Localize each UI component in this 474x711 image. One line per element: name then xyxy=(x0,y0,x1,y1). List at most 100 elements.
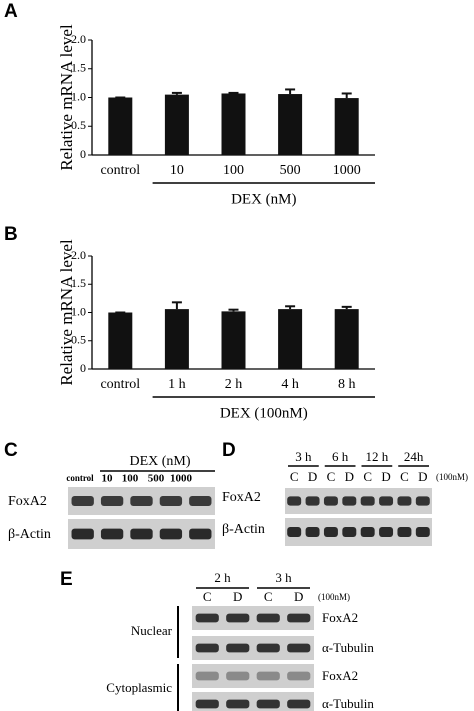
blot-band xyxy=(287,526,302,538)
bar xyxy=(334,98,359,155)
y-tick-label: 1.0 xyxy=(71,89,86,103)
time-label: 12 h xyxy=(366,449,389,464)
blot-band xyxy=(287,496,302,506)
x-group-label: DEX (nM) xyxy=(231,191,296,207)
blot-band xyxy=(71,528,94,540)
row-label: FoxA2 xyxy=(322,610,358,625)
blot-band xyxy=(397,496,412,506)
blot-band xyxy=(379,496,394,506)
bar xyxy=(278,309,303,369)
x-tick-label: 1 h xyxy=(168,377,186,392)
bar xyxy=(278,94,303,155)
y-tick-label: 1.0 xyxy=(71,304,86,318)
blot-band xyxy=(360,496,375,506)
x-tick-label: 100 xyxy=(223,163,244,178)
row-label: FoxA2 xyxy=(222,490,261,505)
blot-band xyxy=(130,528,153,540)
blot-band xyxy=(159,528,183,540)
bar xyxy=(108,97,133,155)
lane-label: C xyxy=(363,469,372,484)
blot-band xyxy=(305,526,320,538)
blot-band xyxy=(287,671,311,681)
blot-band xyxy=(287,613,311,623)
x-tick-label: control xyxy=(100,377,140,392)
bar xyxy=(108,312,133,369)
y-axis-label: Relative mRNA level xyxy=(57,239,76,386)
blot-band xyxy=(189,495,212,507)
bar xyxy=(221,93,246,155)
fraction-label: Cytoplasmic xyxy=(106,680,172,695)
blot-band xyxy=(256,699,280,709)
row-label: α-Tubulin xyxy=(322,696,374,711)
lane-label: C xyxy=(203,589,212,604)
y-tick-label: 0.5 xyxy=(71,333,86,347)
lane-label: D xyxy=(294,589,303,604)
panel-label: C xyxy=(4,440,18,461)
lane-label: 1000 xyxy=(170,473,193,485)
blot-band xyxy=(100,495,124,507)
fraction-label: Nuclear xyxy=(131,623,173,638)
blot-band xyxy=(159,495,183,507)
blot-band xyxy=(256,671,280,681)
blot-band xyxy=(415,526,430,538)
panel-label: E xyxy=(60,569,73,590)
panel-label: B xyxy=(4,224,18,245)
blot-band xyxy=(323,496,338,506)
row-label: β-Actin xyxy=(222,522,265,537)
bar xyxy=(334,309,359,369)
row-label: β-Actin xyxy=(8,527,51,542)
blot-band xyxy=(195,699,219,709)
y-tick-label: 1.5 xyxy=(71,61,86,75)
y-tick-label: 0.5 xyxy=(71,118,86,132)
blot-band xyxy=(71,495,94,507)
row-label: FoxA2 xyxy=(322,668,358,683)
blot-band xyxy=(189,528,212,540)
note: (100nM) xyxy=(436,472,468,482)
blot-band xyxy=(397,526,412,538)
x-tick-label: 8 h xyxy=(338,377,356,392)
time-label: 2 h xyxy=(214,570,231,585)
blot-band xyxy=(226,643,250,653)
panel-label: D xyxy=(222,440,236,461)
blot-band xyxy=(130,495,153,507)
y-tick-label: 0 xyxy=(80,361,86,375)
blot-band xyxy=(342,526,357,538)
x-group-label: DEX (100nM) xyxy=(220,405,308,421)
time-label: 24h xyxy=(404,449,424,464)
blot-band xyxy=(379,526,394,538)
x-tick-label: 500 xyxy=(280,163,301,178)
bar xyxy=(164,309,189,369)
y-tick-label: 1.5 xyxy=(71,276,86,290)
time-label: 3 h xyxy=(295,449,312,464)
lane-label: C xyxy=(327,469,336,484)
lane-label: C xyxy=(264,589,273,604)
time-label: 6 h xyxy=(332,449,349,464)
note: (100nM) xyxy=(318,592,350,602)
blot-band xyxy=(415,496,430,506)
blot-band xyxy=(226,671,250,681)
y-axis-label: Relative mRNA level xyxy=(57,24,76,171)
row-label: α-Tubulin xyxy=(322,640,374,655)
lane-label: C xyxy=(290,469,299,484)
blot-band xyxy=(305,496,320,506)
blot-band xyxy=(195,613,219,623)
lane-label: control xyxy=(66,473,94,483)
blot-band xyxy=(195,671,219,681)
y-tick-label: 2.0 xyxy=(71,248,86,262)
bar xyxy=(221,311,246,369)
time-label: 3 h xyxy=(275,570,292,585)
x-tick-label: 1000 xyxy=(333,163,361,178)
blot-band xyxy=(323,526,338,538)
lane-label: C xyxy=(400,469,409,484)
x-tick-label: control xyxy=(100,163,140,178)
x-tick-label: 10 xyxy=(170,163,184,178)
x-tick-label: 4 h xyxy=(281,377,299,392)
blot-band xyxy=(342,496,357,506)
lane-label: D xyxy=(418,469,427,484)
lane-label: D xyxy=(308,469,317,484)
bar xyxy=(164,94,189,155)
blot-title: DEX (nM) xyxy=(129,454,190,469)
blot-band xyxy=(360,526,375,538)
blot-band xyxy=(226,613,250,623)
blot-band xyxy=(256,643,280,653)
